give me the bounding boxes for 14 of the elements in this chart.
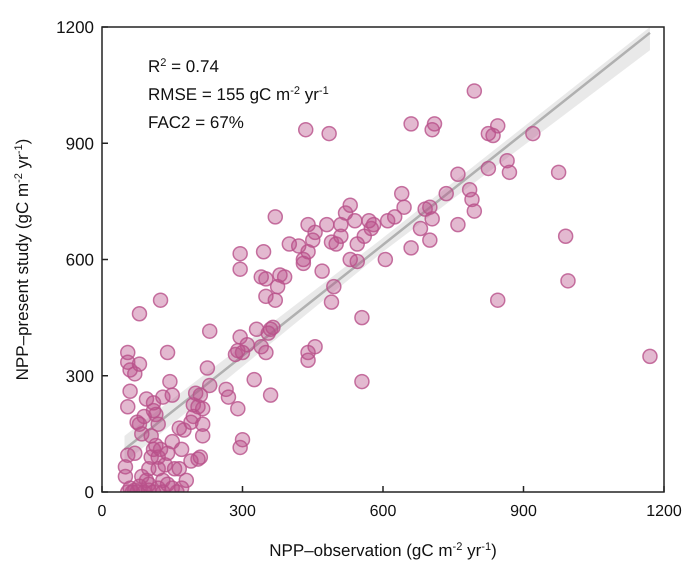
annotation: RMSE = 155 gC m$^{-2}$ yr$^{-1}$: [148, 85, 329, 104]
annotation: R$^{2}$ = 0.74: [148, 57, 219, 76]
x-tick-label: 1200: [646, 503, 682, 520]
y-tick-label: 300: [66, 366, 94, 386]
x-tick-label: 600: [370, 503, 396, 520]
x-tick-label: 900: [510, 503, 537, 520]
y-tick-label: 600: [66, 250, 94, 270]
y-tick-label: 1200: [56, 18, 94, 37]
x-axis-title: NPP–observation (gC m$^{-2}$ yr$^{-1}$): [269, 541, 497, 560]
annotation: FAC2 = 67%: [148, 113, 244, 132]
y-tick-label: 0: [84, 483, 94, 502]
y-tick-label: 900: [66, 134, 94, 154]
x-tick-label: 0: [98, 503, 107, 520]
x-tick-label: 300: [229, 503, 256, 520]
